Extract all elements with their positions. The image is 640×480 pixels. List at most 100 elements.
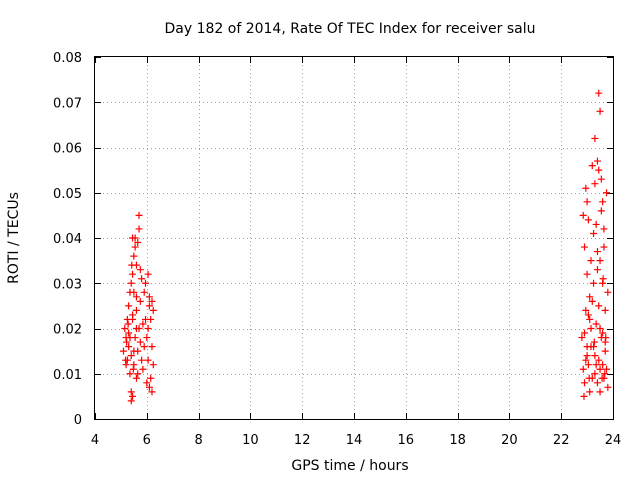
data-point <box>149 361 157 369</box>
data-point <box>600 243 608 251</box>
data-point <box>130 252 138 260</box>
data-point <box>125 302 133 310</box>
y-tick-label: 0.06 <box>53 142 82 157</box>
data-point <box>125 329 133 337</box>
x-tick-label: 12 <box>294 433 311 448</box>
data-point <box>596 365 604 373</box>
y-tick-labels: 0 0.01 0.02 0.03 0.04 0.05 0.06 0.07 0.08 <box>53 51 82 428</box>
data-point <box>603 189 611 197</box>
data-point <box>134 239 142 247</box>
x-tick-label: 4 <box>91 433 99 448</box>
data-point <box>588 297 596 305</box>
data-point <box>132 306 140 314</box>
data-point <box>591 370 599 378</box>
data-point <box>597 207 605 215</box>
data-point <box>145 383 153 391</box>
data-point <box>127 352 135 360</box>
data-point <box>126 334 134 342</box>
x-tick-labels: 4 6 8 10 12 14 16 18 20 22 24 <box>91 433 621 448</box>
data-point <box>130 347 138 355</box>
data-point <box>129 234 137 242</box>
data-point <box>149 306 157 314</box>
data-point <box>601 306 609 314</box>
data-point <box>595 89 603 97</box>
data-point <box>584 311 592 319</box>
data-point <box>579 365 587 373</box>
y-axis-label: ROTI / TECUs <box>6 192 22 284</box>
data-point <box>140 343 148 351</box>
x-tick-label: 22 <box>553 433 570 448</box>
data-point <box>587 325 595 332</box>
x-tick-label: 8 <box>194 433 202 448</box>
data-point <box>604 288 612 296</box>
x-axis-label: GPS time / hours <box>291 458 408 474</box>
data-point <box>129 311 137 319</box>
data-point <box>590 279 598 287</box>
data-point <box>144 270 152 278</box>
data-point <box>129 270 137 278</box>
y-tick-label: 0.02 <box>53 323 82 338</box>
data-point <box>596 107 604 115</box>
x-tick-label: 18 <box>449 433 466 448</box>
data-point <box>581 379 589 387</box>
data-point <box>139 320 147 328</box>
data-point <box>597 175 605 183</box>
data-point <box>142 279 150 287</box>
data-point <box>599 361 607 369</box>
y-tick-label: 0.01 <box>53 368 82 383</box>
data-point <box>582 356 590 364</box>
data-point <box>604 383 612 391</box>
y-tick-label: 0.08 <box>53 51 82 66</box>
data-point <box>592 361 600 369</box>
data-point <box>584 216 592 224</box>
data-point <box>123 338 131 346</box>
data-point <box>591 134 599 142</box>
data-point <box>127 279 135 287</box>
data-point <box>144 325 152 332</box>
data-point <box>138 275 146 283</box>
data-point <box>587 343 595 351</box>
grid <box>95 57 613 419</box>
data-point <box>586 315 594 323</box>
data-point <box>135 225 143 233</box>
data-point <box>596 257 604 265</box>
data-point <box>131 243 139 251</box>
data-point <box>583 198 591 206</box>
data-point <box>132 374 140 382</box>
data-point <box>580 392 588 400</box>
data-point <box>138 356 146 364</box>
data-point <box>136 266 144 274</box>
data-point <box>148 297 156 305</box>
data-point <box>601 347 609 355</box>
data-point <box>147 374 155 382</box>
data-point <box>579 211 587 219</box>
chart-title: Day 182 of 2014, Rate Of TEC Index for r… <box>164 21 535 37</box>
data-point <box>590 229 598 237</box>
data-point <box>124 320 132 328</box>
data-point <box>587 257 595 265</box>
data-point <box>135 211 143 219</box>
data-point <box>127 397 135 405</box>
data-point <box>583 270 591 278</box>
data-point <box>595 356 603 364</box>
data-point <box>596 325 604 332</box>
data-point <box>126 370 134 378</box>
data-point <box>599 198 607 206</box>
data-point <box>586 388 594 396</box>
x-tick-label: 14 <box>346 433 363 448</box>
y-tick-label: 0 <box>74 413 82 428</box>
data-point <box>143 379 151 387</box>
data-point <box>601 370 609 378</box>
data-point <box>586 293 594 301</box>
data-point <box>592 220 600 228</box>
y-tick-label: 0.03 <box>53 277 82 292</box>
data-point <box>125 343 133 351</box>
data-points <box>119 89 612 405</box>
data-point <box>129 365 137 373</box>
data-point <box>593 379 601 387</box>
data-point <box>127 388 135 396</box>
data-point <box>585 374 593 382</box>
data-point <box>591 180 599 188</box>
data-point <box>591 352 599 360</box>
